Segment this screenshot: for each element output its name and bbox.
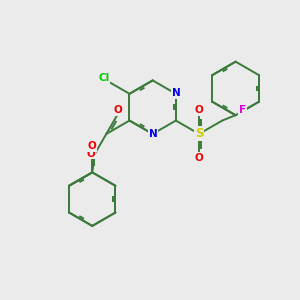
Text: O: O bbox=[87, 148, 96, 159]
Text: Cl: Cl bbox=[98, 73, 109, 83]
Text: O: O bbox=[88, 141, 97, 151]
Text: O: O bbox=[113, 106, 122, 116]
Text: N: N bbox=[149, 130, 158, 140]
Text: O: O bbox=[195, 105, 203, 115]
Text: F: F bbox=[238, 105, 246, 115]
Text: O: O bbox=[195, 153, 203, 163]
Text: N: N bbox=[172, 88, 181, 98]
Text: S: S bbox=[195, 128, 203, 140]
